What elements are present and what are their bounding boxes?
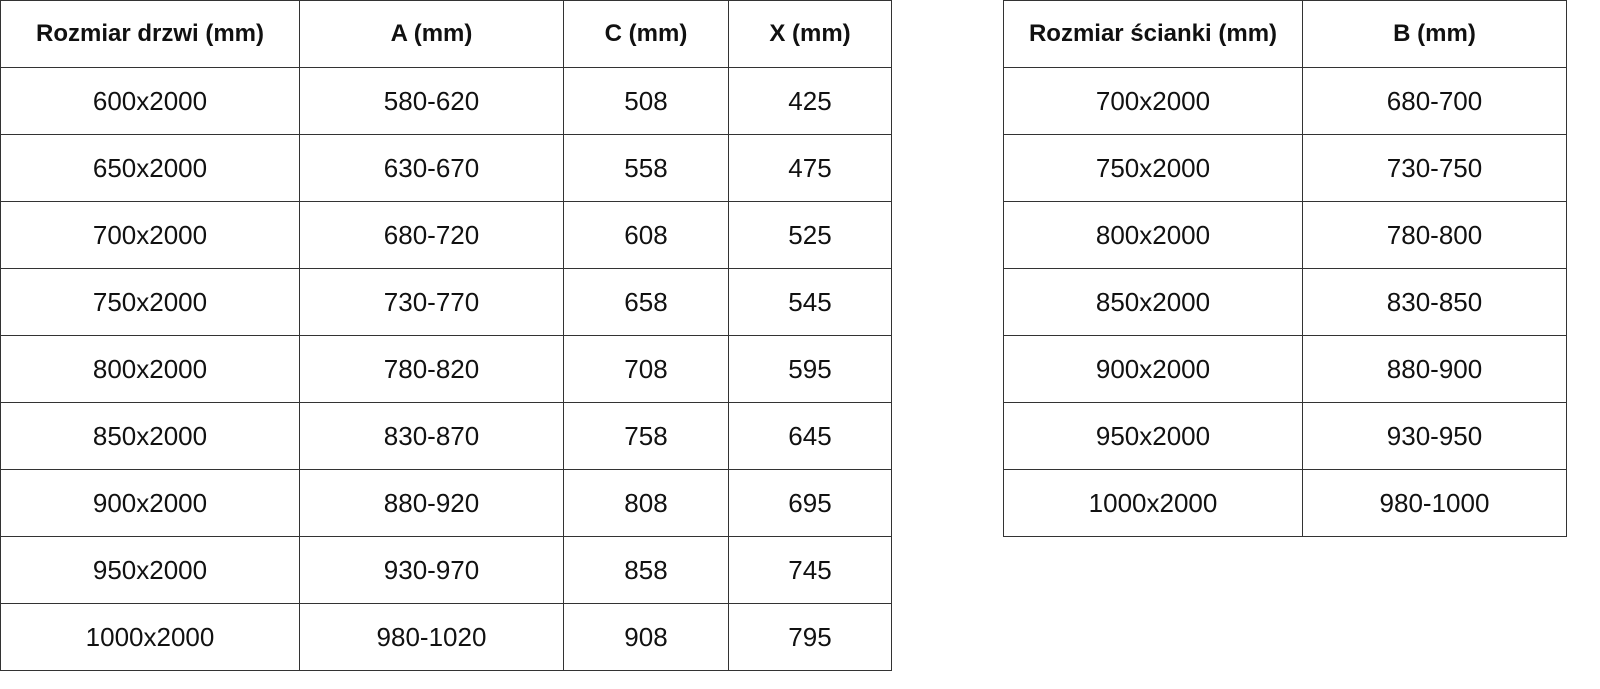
table-cell: 645	[728, 402, 892, 470]
table-row: 950x2000 930-950	[1003, 402, 1567, 470]
table-cell: 808	[563, 469, 729, 537]
table-cell: 700x2000	[1003, 67, 1303, 135]
table-cell: 680-720	[299, 201, 564, 269]
table-cell: 700x2000	[0, 201, 300, 269]
door-size-table: Rozmiar drzwi (mm) A (mm) C (mm) X (mm) 600…	[0, 0, 892, 671]
table-cell: 608	[563, 201, 729, 269]
table-cell: 750x2000	[0, 268, 300, 336]
table-cell: 880-920	[299, 469, 564, 537]
table-cell: 650x2000	[0, 134, 300, 202]
table-cell: 930-950	[1302, 402, 1567, 470]
table-cell: 708	[563, 335, 729, 403]
table-cell: 425	[728, 67, 892, 135]
table-cell: 680-700	[1302, 67, 1567, 135]
table-cell: 600x2000	[0, 67, 300, 135]
table-cell: 558	[563, 134, 729, 202]
column-header: C (mm)	[563, 0, 729, 68]
table-cell: 850x2000	[0, 402, 300, 470]
table-cell: 850x2000	[1003, 268, 1303, 336]
table-row: 900x2000 880-900	[1003, 335, 1567, 403]
table-cell: 750x2000	[1003, 134, 1303, 202]
table-cell: 900x2000	[0, 469, 300, 537]
table-cell: 508	[563, 67, 729, 135]
table-cell: 758	[563, 402, 729, 470]
table-cell: 930-970	[299, 536, 564, 604]
column-header: A (mm)	[299, 0, 564, 68]
table-cell: 830-870	[299, 402, 564, 470]
wall-size-table-header: Rozmiar ścianki (mm) B (mm)	[1003, 0, 1567, 68]
table-cell: 830-850	[1302, 268, 1567, 336]
table-row: 650x2000 630-670 558 475	[0, 134, 892, 202]
table-cell: 545	[728, 268, 892, 336]
table-row: 700x2000 680-700	[1003, 67, 1567, 135]
table-row: 600x2000 580-620 508 425	[0, 67, 892, 135]
table-cell: 908	[563, 603, 729, 671]
table-cell: 475	[728, 134, 892, 202]
table-cell: 1000x2000	[1003, 469, 1303, 537]
table-cell: 980-1000	[1302, 469, 1567, 537]
table-cell: 900x2000	[1003, 335, 1303, 403]
column-header: B (mm)	[1302, 0, 1567, 68]
table-cell: 950x2000	[1003, 402, 1303, 470]
table-cell: 880-900	[1302, 335, 1567, 403]
table-cell: 695	[728, 469, 892, 537]
column-header: X (mm)	[728, 0, 892, 68]
table-cell: 730-750	[1302, 134, 1567, 202]
table-cell: 595	[728, 335, 892, 403]
table-cell: 658	[563, 268, 729, 336]
table-cell: 980-1020	[299, 603, 564, 671]
table-cell: 745	[728, 536, 892, 604]
table-cell: 580-620	[299, 67, 564, 135]
table-cell: 525	[728, 201, 892, 269]
table-cell: 730-770	[299, 268, 564, 336]
door-size-table-header: Rozmiar drzwi (mm) A (mm) C (mm) X (mm)	[0, 0, 892, 68]
table-row: 850x2000 830-850	[1003, 268, 1567, 336]
table-row: 800x2000 780-820 708 595	[0, 335, 892, 403]
table-row: 900x2000 880-920 808 695	[0, 469, 892, 537]
table-row: 750x2000 730-770 658 545	[0, 268, 892, 336]
table-row: 950x2000 930-970 858 745	[0, 536, 892, 604]
table-cell: 800x2000	[1003, 201, 1303, 269]
table-row: 1000x2000 980-1020 908 795	[0, 603, 892, 671]
column-header: Rozmiar drzwi (mm)	[0, 0, 300, 68]
table-row: 750x2000 730-750	[1003, 134, 1567, 202]
table-cell: 800x2000	[0, 335, 300, 403]
table-row: 800x2000 780-800	[1003, 201, 1567, 269]
table-cell: 780-820	[299, 335, 564, 403]
table-cell: 1000x2000	[0, 603, 300, 671]
wall-size-table: Rozmiar ścianki (mm) B (mm) 700x2000 680-7…	[1003, 0, 1567, 537]
table-cell: 858	[563, 536, 729, 604]
table-cell: 795	[728, 603, 892, 671]
table-row: 850x2000 830-870 758 645	[0, 402, 892, 470]
table-row: 700x2000 680-720 608 525	[0, 201, 892, 269]
table-row: 1000x2000 980-1000	[1003, 469, 1567, 537]
table-cell: 950x2000	[0, 536, 300, 604]
table-cell: 780-800	[1302, 201, 1567, 269]
table-cell: 630-670	[299, 134, 564, 202]
column-header: Rozmiar ścianki (mm)	[1003, 0, 1303, 68]
